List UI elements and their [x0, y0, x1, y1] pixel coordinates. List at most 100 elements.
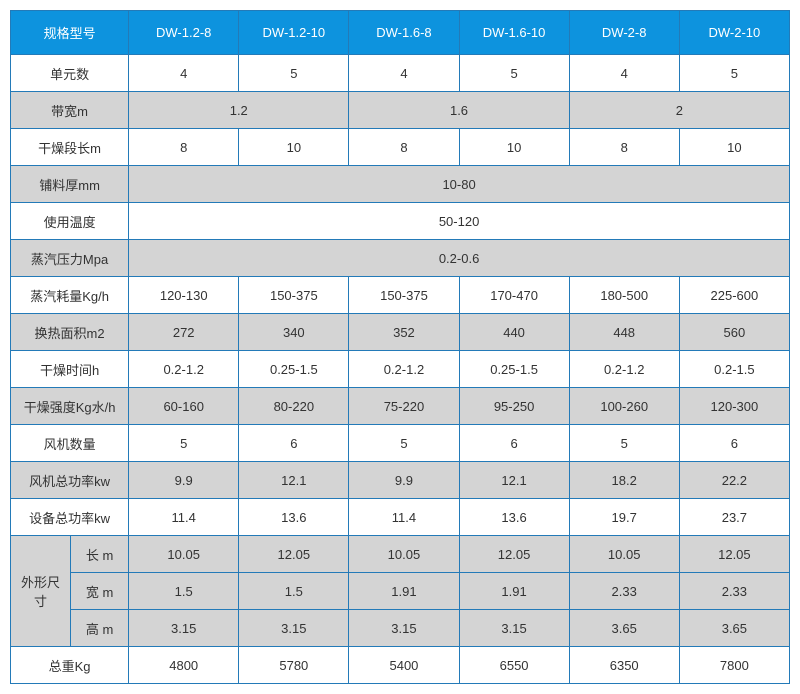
data-cell: 3.65 [569, 610, 679, 647]
table-row: 干燥时间h0.2-1.20.25-1.50.2-1.20.25-1.50.2-1… [11, 351, 790, 388]
data-cell: 2.33 [679, 573, 789, 610]
row-group-label: 外形尺寸 [11, 536, 71, 647]
data-cell: 50-120 [129, 203, 790, 240]
data-cell: 120-130 [129, 277, 239, 314]
row-label: 风机总功率kw [11, 462, 129, 499]
data-cell: 3.65 [679, 610, 789, 647]
data-cell: 10.05 [569, 536, 679, 573]
data-cell: 0.25-1.5 [459, 351, 569, 388]
data-cell: 6 [679, 425, 789, 462]
header-row: 规格型号 DW-1.2-8 DW-1.2-10 DW-1.6-8 DW-1.6-… [11, 11, 790, 55]
data-cell: 1.5 [239, 573, 349, 610]
data-cell: 8 [129, 129, 239, 166]
row-label: 带宽m [11, 92, 129, 129]
data-cell: 10-80 [129, 166, 790, 203]
spec-table: 规格型号 DW-1.2-8 DW-1.2-10 DW-1.6-8 DW-1.6-… [10, 10, 790, 684]
data-cell: 60-160 [129, 388, 239, 425]
data-cell: 0.2-1.2 [349, 351, 459, 388]
data-cell: 150-375 [349, 277, 459, 314]
data-cell: 10.05 [349, 536, 459, 573]
data-cell: 9.9 [349, 462, 459, 499]
row-label: 干燥时间h [11, 351, 129, 388]
data-cell: 0.2-0.6 [129, 240, 790, 277]
row-label: 铺料厚mm [11, 166, 129, 203]
table-row: 风机总功率kw9.912.19.912.118.222.2 [11, 462, 790, 499]
data-cell: 12.1 [239, 462, 349, 499]
data-cell: 3.15 [459, 610, 569, 647]
data-cell: 5 [569, 425, 679, 462]
table-row: 外形尺寸长 m10.0512.0510.0512.0510.0512.05 [11, 536, 790, 573]
data-cell: 1.2 [129, 92, 349, 129]
table-row: 使用温度50-120 [11, 203, 790, 240]
table-row: 高 m3.153.153.153.153.653.65 [11, 610, 790, 647]
data-cell: 1.5 [129, 573, 239, 610]
data-cell: 120-300 [679, 388, 789, 425]
table-row: 带宽m1.21.62 [11, 92, 790, 129]
data-cell: 75-220 [349, 388, 459, 425]
table-row: 蒸汽压力Mpa0.2-0.6 [11, 240, 790, 277]
data-cell: 3.15 [129, 610, 239, 647]
data-cell: 6 [459, 425, 569, 462]
row-label: 使用温度 [11, 203, 129, 240]
data-cell: 5 [459, 55, 569, 92]
data-cell: 5 [239, 55, 349, 92]
table-row: 宽 m1.51.51.911.912.332.33 [11, 573, 790, 610]
header-col: DW-1.6-8 [349, 11, 459, 55]
data-cell: 10 [679, 129, 789, 166]
row-sub-label: 宽 m [71, 573, 129, 610]
data-cell: 11.4 [349, 499, 459, 536]
data-cell: 23.7 [679, 499, 789, 536]
row-label: 单元数 [11, 55, 129, 92]
data-cell: 6550 [459, 647, 569, 684]
data-cell: 5780 [239, 647, 349, 684]
data-cell: 13.6 [239, 499, 349, 536]
data-cell: 448 [569, 314, 679, 351]
data-cell: 7800 [679, 647, 789, 684]
data-cell: 12.1 [459, 462, 569, 499]
row-label: 干燥强度Kg水/h [11, 388, 129, 425]
table-row: 换热面积m2272340352440448560 [11, 314, 790, 351]
row-label: 干燥段长m [11, 129, 129, 166]
data-cell: 5 [679, 55, 789, 92]
data-cell: 560 [679, 314, 789, 351]
header-col: DW-2-10 [679, 11, 789, 55]
row-label: 总重Kg [11, 647, 129, 684]
data-cell: 440 [459, 314, 569, 351]
data-cell: 2.33 [569, 573, 679, 610]
row-label: 换热面积m2 [11, 314, 129, 351]
data-cell: 12.05 [459, 536, 569, 573]
data-cell: 9.9 [129, 462, 239, 499]
data-cell: 19.7 [569, 499, 679, 536]
data-cell: 4 [349, 55, 459, 92]
data-cell: 4800 [129, 647, 239, 684]
data-cell: 12.05 [679, 536, 789, 573]
data-cell: 95-250 [459, 388, 569, 425]
row-sub-label: 长 m [71, 536, 129, 573]
data-cell: 13.6 [459, 499, 569, 536]
table-row: 干燥段长m810810810 [11, 129, 790, 166]
row-label: 风机数量 [11, 425, 129, 462]
row-label: 设备总功率kw [11, 499, 129, 536]
data-cell: 225-600 [679, 277, 789, 314]
table-row: 干燥强度Kg水/h60-16080-22075-22095-250100-260… [11, 388, 790, 425]
table-row: 铺料厚mm10-80 [11, 166, 790, 203]
header-col: DW-2-8 [569, 11, 679, 55]
data-cell: 4 [569, 55, 679, 92]
data-cell: 1.6 [349, 92, 569, 129]
data-cell: 170-470 [459, 277, 569, 314]
data-cell: 8 [349, 129, 459, 166]
data-cell: 6350 [569, 647, 679, 684]
data-cell: 0.2-1.2 [569, 351, 679, 388]
data-cell: 6 [239, 425, 349, 462]
data-cell: 10 [459, 129, 569, 166]
data-cell: 8 [569, 129, 679, 166]
data-cell: 180-500 [569, 277, 679, 314]
data-cell: 0.2-1.5 [679, 351, 789, 388]
data-cell: 3.15 [349, 610, 459, 647]
data-cell: 272 [129, 314, 239, 351]
data-cell: 1.91 [349, 573, 459, 610]
data-cell: 80-220 [239, 388, 349, 425]
table-row: 单元数454545 [11, 55, 790, 92]
row-label: 蒸汽耗量Kg/h [11, 277, 129, 314]
data-cell: 150-375 [239, 277, 349, 314]
